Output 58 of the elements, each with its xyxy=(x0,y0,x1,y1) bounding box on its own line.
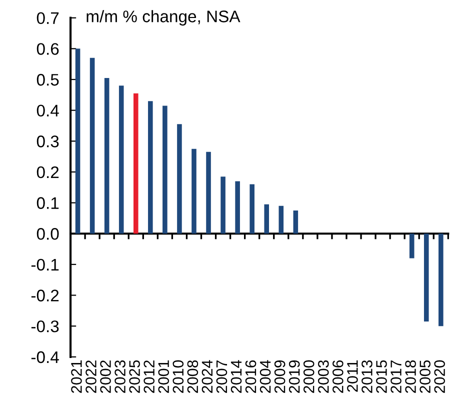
x-tick-label: 2008 xyxy=(187,360,198,393)
bar xyxy=(192,148,196,234)
x-tick-label: 2010 xyxy=(172,360,184,393)
x-tick-label: 2014 xyxy=(230,360,242,393)
x-tick-label: 2024 xyxy=(202,360,213,393)
bar xyxy=(220,176,226,234)
y-tick-label: 0.4 xyxy=(36,104,59,117)
y-tick-label: 0.0 xyxy=(36,228,59,240)
bar xyxy=(409,234,414,258)
x-tick-label: 2005 xyxy=(420,360,430,393)
x-tick-label: 2015 xyxy=(376,360,387,393)
x-tick-label: 2021 xyxy=(71,360,82,393)
x-tick-label: 2002 xyxy=(100,360,111,393)
chart-title: m/m % change, NSA xyxy=(86,10,240,26)
bar xyxy=(133,93,138,234)
x-tick-label: 2017 xyxy=(390,360,402,393)
x-tick-label: 2025 xyxy=(129,360,140,393)
bar xyxy=(177,124,182,234)
x-tick-label: 2012 xyxy=(144,360,155,393)
x-tick-label: 2001 xyxy=(158,360,170,393)
x-tick-label: 2007 xyxy=(216,360,228,393)
bar xyxy=(235,181,240,234)
y-tick-label: 0.1 xyxy=(36,197,59,209)
bar xyxy=(250,184,254,234)
x-tick-label: 2000 xyxy=(303,360,314,393)
x-tick-label: 2019 xyxy=(288,360,300,393)
bar xyxy=(90,58,95,234)
y-tick-label: 0.7 xyxy=(36,12,59,24)
x-tick-label: 2004 xyxy=(260,360,271,393)
x-tick-label: 2016 xyxy=(245,360,256,393)
x-tick-label: 2011 xyxy=(347,360,358,392)
bar xyxy=(118,86,124,234)
y-tick-label: -0.2 xyxy=(31,290,59,302)
y-tick-label: 0.5 xyxy=(36,74,59,86)
x-tick-label: 2020 xyxy=(434,360,446,393)
bar xyxy=(293,210,298,234)
bar xyxy=(438,234,444,326)
bar xyxy=(75,48,80,234)
x-tick-label: 2018 xyxy=(405,360,416,393)
x-tick-label: 2006 xyxy=(332,360,344,393)
y-tick-label: -0.4 xyxy=(31,351,59,364)
bar xyxy=(148,101,153,234)
bar xyxy=(104,78,110,234)
x-tick-label: 2022 xyxy=(86,360,96,393)
x-tick-label: 2003 xyxy=(318,360,329,393)
y-tick-label: 0.6 xyxy=(36,43,59,55)
bar xyxy=(424,234,429,322)
bar xyxy=(278,206,284,234)
x-tick-label: 2009 xyxy=(274,360,286,393)
x-tick-label: 2013 xyxy=(362,360,372,393)
y-tick-label: -0.3 xyxy=(31,320,59,332)
bar xyxy=(264,204,270,234)
x-tick-label: 2023 xyxy=(114,360,126,393)
bar xyxy=(206,152,211,234)
bar xyxy=(162,106,168,234)
y-tick-label: 0.2 xyxy=(36,166,59,178)
y-tick-label: 0.3 xyxy=(36,136,59,148)
y-tick-label: -0.1 xyxy=(31,258,59,271)
